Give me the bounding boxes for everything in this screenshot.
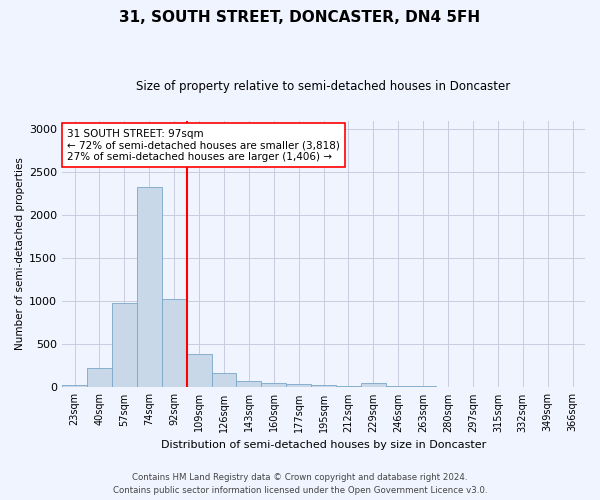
Bar [311, 386, 336, 388]
Text: 31 SOUTH STREET: 97sqm
← 72% of semi-detached houses are smaller (3,818)
27% of : 31 SOUTH STREET: 97sqm ← 72% of semi-det… [67, 128, 340, 162]
Bar [137, 187, 162, 388]
Y-axis label: Number of semi-detached properties: Number of semi-detached properties [15, 158, 25, 350]
X-axis label: Distribution of semi-detached houses by size in Doncaster: Distribution of semi-detached houses by … [161, 440, 486, 450]
Bar [411, 386, 436, 388]
Bar [62, 385, 87, 388]
Bar [112, 303, 137, 388]
Bar [386, 386, 411, 388]
Bar [361, 383, 386, 388]
Title: Size of property relative to semi-detached houses in Doncaster: Size of property relative to semi-detach… [136, 80, 511, 93]
Bar [236, 380, 262, 388]
Bar [187, 354, 212, 388]
Text: 31, SOUTH STREET, DONCASTER, DN4 5FH: 31, SOUTH STREET, DONCASTER, DN4 5FH [119, 10, 481, 25]
Bar [286, 384, 311, 388]
Bar [162, 299, 187, 388]
Bar [436, 386, 461, 388]
Bar [262, 383, 286, 388]
Bar [212, 373, 236, 388]
Bar [87, 368, 112, 388]
Text: Contains HM Land Registry data © Crown copyright and database right 2024.
Contai: Contains HM Land Registry data © Crown c… [113, 474, 487, 495]
Bar [336, 386, 361, 388]
